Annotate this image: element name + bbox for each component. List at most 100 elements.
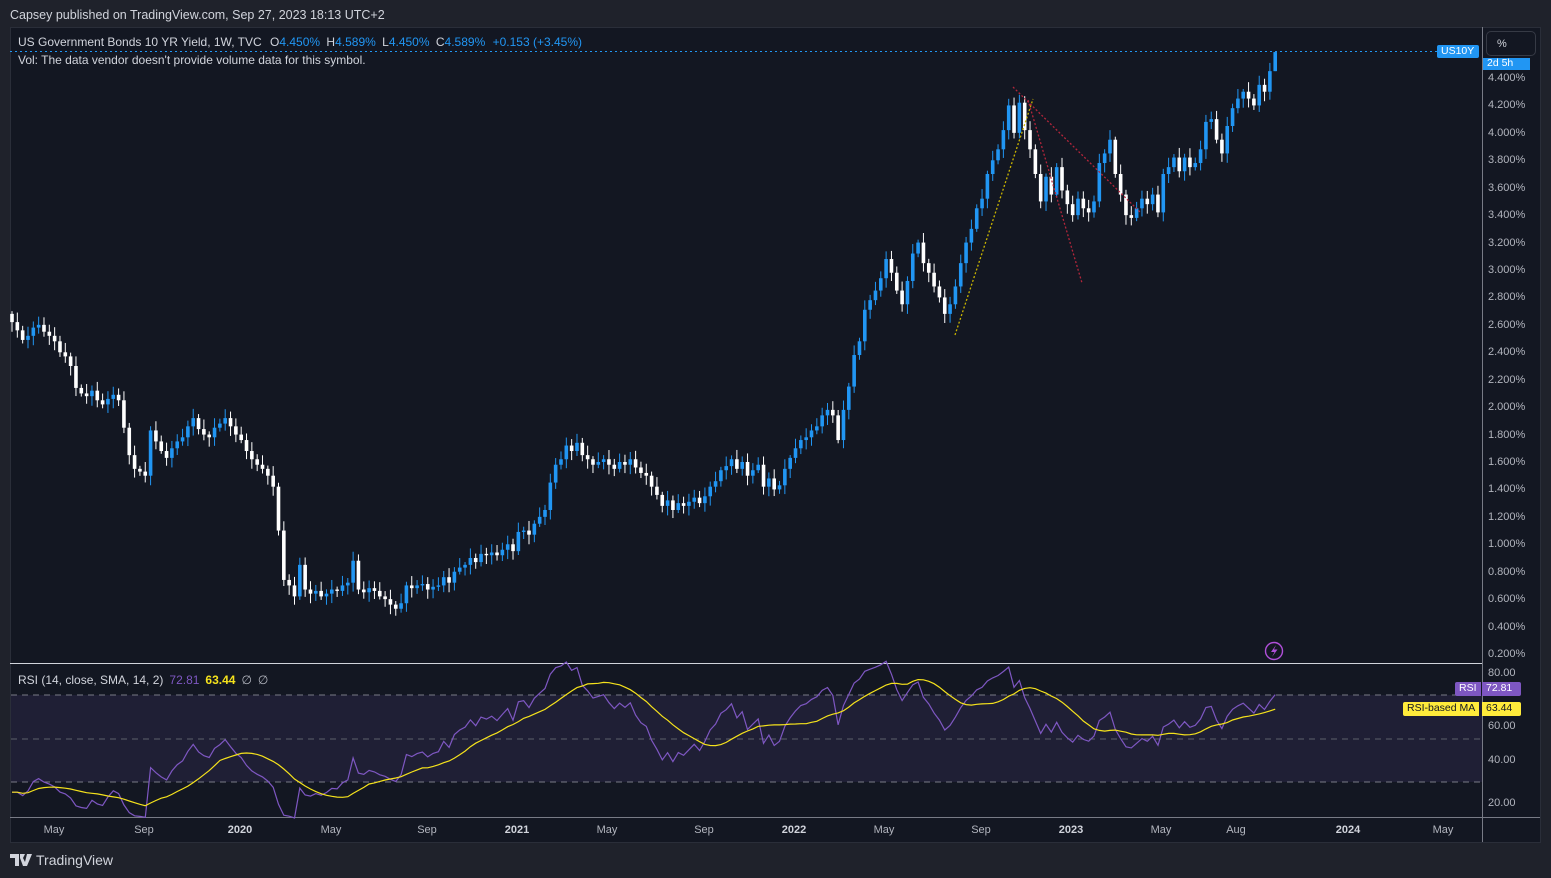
- price-axis-tick: 2.600%: [1488, 318, 1526, 331]
- candle-body: [399, 603, 403, 609]
- candle-body: [612, 464, 617, 469]
- candle-body: [708, 486, 713, 497]
- candle-body: [756, 464, 760, 471]
- candle-body: [788, 457, 792, 469]
- candle: [1108, 130, 1112, 162]
- candle-body: [276, 486, 281, 531]
- candle: [676, 494, 681, 514]
- candle: [836, 409, 840, 444]
- candle: [1177, 147, 1182, 178]
- candle: [617, 453, 622, 473]
- candle: [767, 472, 771, 497]
- candle: [958, 254, 963, 293]
- candle-body: [900, 290, 904, 305]
- candle: [409, 576, 414, 598]
- candle: [196, 414, 201, 435]
- candle-body: [15, 322, 20, 331]
- candle-body: [186, 426, 190, 438]
- candle: [132, 445, 137, 478]
- candle-body: [505, 544, 510, 550]
- candle-body: [564, 445, 569, 460]
- candle-body: [361, 589, 366, 593]
- candle-body: [52, 335, 57, 342]
- candle-body: [980, 198, 984, 209]
- candle-body: [985, 173, 990, 199]
- candle: [1156, 185, 1160, 218]
- candle-body: [154, 430, 158, 442]
- symbol-legend[interactable]: US Government Bonds 10 YR Yield, 1W, TVC…: [18, 35, 582, 49]
- candle-body: [436, 585, 441, 587]
- candle: [847, 382, 851, 420]
- candle-body: [873, 290, 878, 301]
- candle-body: [260, 464, 265, 469]
- price-axis-tick: 2.200%: [1488, 373, 1526, 386]
- candle: [708, 481, 713, 506]
- candle-body: [20, 330, 25, 340]
- candle-body: [324, 593, 329, 597]
- price-axis-tick: 3.600%: [1488, 181, 1526, 194]
- trendline-drawing-yellow[interactable]: [954, 98, 1034, 336]
- candle-body: [228, 418, 233, 427]
- candle: [1028, 121, 1032, 158]
- close-label: C: [435, 35, 445, 49]
- price-axis-tick: 0.400%: [1488, 620, 1526, 633]
- candle-body: [31, 327, 36, 336]
- candle-body: [148, 430, 153, 476]
- candle: [500, 542, 505, 562]
- candle: [484, 547, 489, 565]
- candle: [921, 233, 926, 272]
- candle: [740, 456, 745, 476]
- candle-body: [74, 365, 78, 388]
- candle: [1214, 110, 1219, 144]
- candle-body: [377, 590, 382, 597]
- candle-body: [159, 441, 164, 452]
- candle-body: [703, 496, 707, 504]
- candle-body: [180, 437, 185, 442]
- tradingview-logo[interactable]: TradingView: [10, 852, 113, 868]
- unit-button[interactable]: %: [1486, 31, 1536, 56]
- candle: [505, 535, 510, 560]
- time-axis-tick: Sep: [694, 824, 714, 836]
- price-axis-tick: 4.000%: [1488, 126, 1526, 139]
- candle: [356, 554, 361, 595]
- candle-body: [687, 501, 691, 506]
- candle: [287, 574, 291, 595]
- rsi-legend[interactable]: RSI (14, close, SMA, 14, 2) 72.81 63.44 ∅ ∅: [18, 673, 268, 687]
- trendline-drawing-red-1[interactable]: [1012, 86, 1141, 213]
- candle-body: [527, 530, 531, 535]
- candle-body: [1060, 167, 1064, 191]
- candle-body: [340, 585, 345, 591]
- lightning-icon[interactable]: [1264, 641, 1284, 661]
- open-value: 4.450%: [279, 35, 321, 49]
- candle: [399, 593, 403, 613]
- candle: [1038, 164, 1043, 209]
- candle-body: [1038, 173, 1043, 202]
- candle-body: [175, 441, 180, 449]
- candle-body: [836, 415, 840, 441]
- candle-body: [68, 356, 73, 366]
- candle-body: [1182, 157, 1187, 172]
- candle-body: [1049, 176, 1054, 195]
- candle-body: [1033, 149, 1038, 174]
- candle: [969, 219, 974, 251]
- candle-body: [207, 434, 212, 438]
- candle: [905, 276, 910, 314]
- candle: [42, 317, 46, 337]
- candle-body: [393, 604, 398, 609]
- candle: [900, 281, 904, 312]
- candle: [26, 326, 30, 349]
- candle: [1054, 163, 1059, 198]
- candle: [1246, 82, 1251, 108]
- candle-body: [628, 459, 633, 465]
- candle: [585, 445, 590, 469]
- candle: [1134, 201, 1139, 222]
- candle: [255, 454, 259, 472]
- candle-body: [537, 516, 542, 524]
- candle: [303, 557, 307, 597]
- candle: [548, 473, 553, 520]
- candle-body: [489, 552, 494, 556]
- candle-body: [388, 599, 393, 605]
- candle-body: [713, 481, 718, 487]
- na-value-2: ∅: [257, 673, 269, 687]
